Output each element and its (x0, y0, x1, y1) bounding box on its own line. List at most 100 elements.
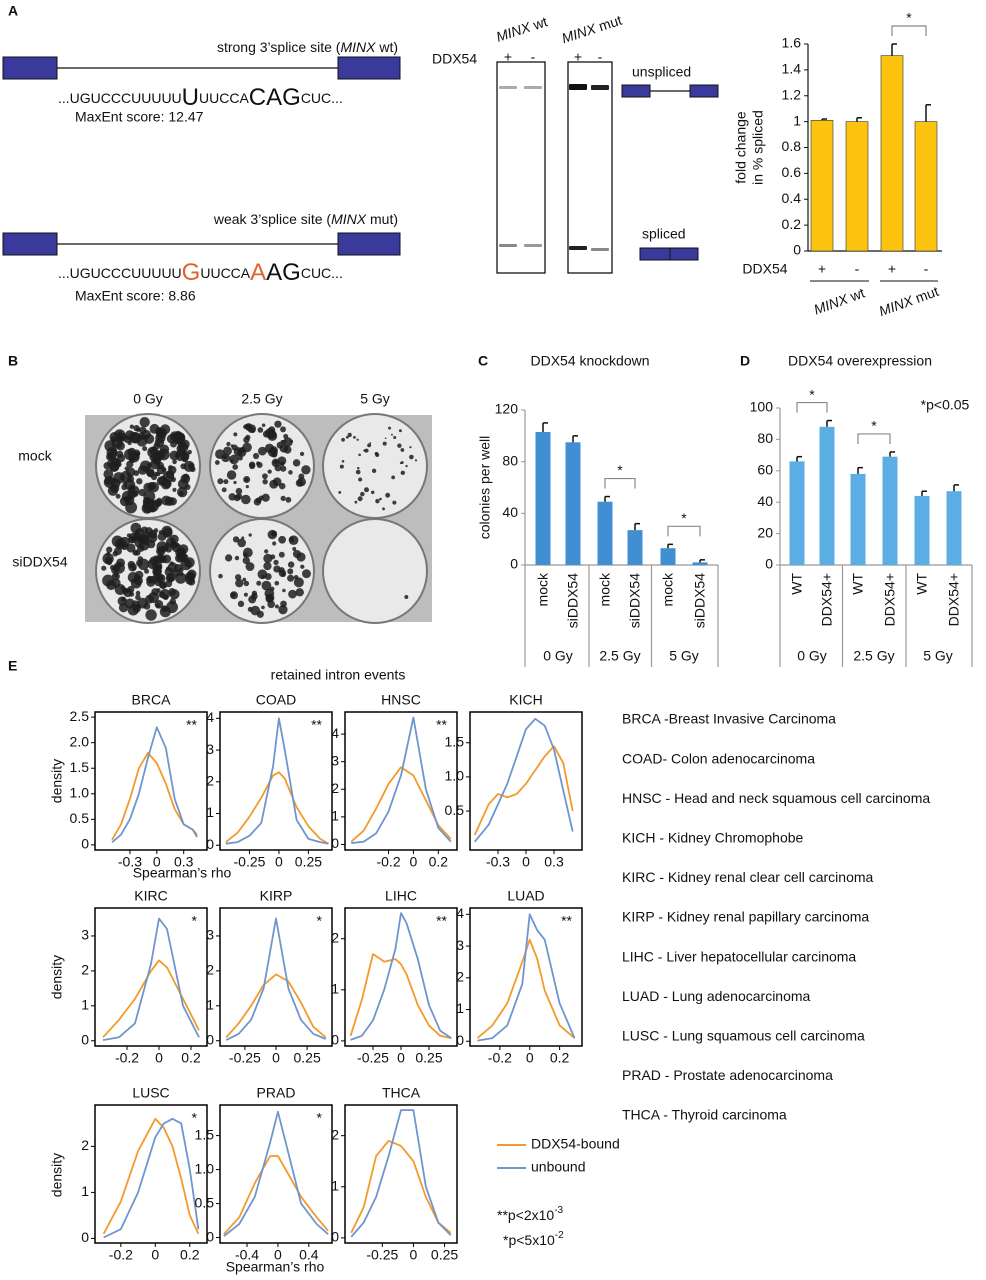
abbreviation: LUAD - Lung adenocarcinoma (622, 988, 811, 1004)
plot-title: LUAD (507, 888, 544, 904)
y-tick-label: 1.2 (782, 86, 802, 102)
density-curve (225, 973, 327, 1038)
colony (135, 594, 141, 601)
colony (301, 465, 311, 475)
colony (405, 464, 408, 468)
bar (692, 562, 708, 565)
colony (180, 440, 186, 446)
y-tick-label: 4 (456, 905, 464, 921)
colony (370, 490, 375, 495)
colony (283, 433, 289, 439)
colony (106, 546, 113, 553)
colony (135, 451, 141, 456)
significance-label: * (906, 10, 912, 26)
density-curve (102, 917, 200, 1041)
panel-label: C (478, 353, 488, 369)
abbreviation: BRCA -Breast Invasive Carcinoma (622, 711, 836, 727)
splice-site-title-part: strong 3’splice site ( (217, 39, 341, 55)
plot-frame (94, 711, 208, 851)
bar (880, 55, 904, 252)
colony (364, 487, 369, 493)
colony (264, 443, 275, 454)
colony (390, 433, 393, 436)
colony (252, 452, 260, 460)
x-tick-label: 0.2 (181, 1050, 201, 1066)
y-axis-label: in % spliced (750, 110, 766, 185)
colony (354, 500, 358, 504)
y-tick-label: 2 (331, 780, 339, 796)
colony (281, 572, 286, 578)
x-tick-label: 0 (155, 1050, 163, 1066)
exon (639, 247, 671, 261)
x-tick-label: 0 (272, 1050, 280, 1066)
x-tick-label: 0.2 (180, 1247, 200, 1263)
x-tick-label: 0 (410, 854, 418, 870)
x-tick-label: 0 (151, 1247, 159, 1263)
significance: ** (436, 717, 447, 733)
y-tick-label: 2 (206, 962, 214, 978)
colony (287, 568, 294, 575)
x-tick-label: -0.3 (486, 854, 510, 870)
colony (156, 574, 164, 582)
colony (143, 602, 151, 610)
colony (256, 461, 261, 466)
lane-label-part: mut (593, 12, 624, 36)
colony (414, 459, 418, 462)
lane-sign: + (574, 49, 582, 65)
x-tick-label: 0.3 (544, 854, 564, 870)
gel-band (524, 86, 542, 89)
y-tick-label: 4 (331, 725, 339, 741)
y-tick-label: 1.5 (445, 733, 465, 749)
y-tick-label: 1 (793, 112, 801, 128)
colony (385, 492, 391, 498)
x-tick-label: DDX54+ (819, 573, 835, 626)
abbreviation: KICH - Kidney Chromophobe (622, 830, 804, 846)
bar (882, 456, 898, 565)
density-curve (350, 1109, 452, 1238)
colony (400, 461, 404, 464)
exon (2, 232, 58, 256)
y-tick-label: 0 (206, 1228, 214, 1244)
colony (151, 446, 157, 451)
colony (235, 578, 244, 588)
colony (226, 441, 231, 447)
colony (339, 464, 344, 469)
colony (119, 536, 131, 548)
colony (241, 494, 251, 505)
y-tick-label: 3 (331, 752, 339, 768)
density-curve (111, 726, 198, 843)
significance-label: * (871, 418, 877, 434)
significance: * (317, 913, 323, 929)
colony (245, 434, 251, 440)
sequence: ...UGUCCCUUUUUUUUCCACAGCUC... (58, 84, 343, 111)
colony (391, 475, 396, 480)
footnote-part: **p<2x10 (497, 1207, 554, 1223)
colony (136, 559, 143, 567)
colony (172, 459, 177, 465)
y-tick-label: 2 (206, 772, 214, 788)
colony (245, 485, 249, 489)
colony (155, 555, 164, 564)
colony (267, 600, 276, 609)
x-tick-label: 0.4 (299, 1247, 319, 1263)
colony (242, 552, 248, 558)
colony (248, 533, 252, 537)
density-curve (350, 912, 452, 1041)
bar (565, 442, 581, 565)
colony (162, 479, 172, 489)
y-axis-label: fold change (733, 111, 749, 184)
x-tick-label: 0.25 (293, 1050, 320, 1066)
gel (496, 61, 546, 274)
colony (345, 435, 349, 439)
significance-label: * (681, 510, 687, 526)
colony (233, 432, 238, 437)
abbreviation: THCA - Thyroid carcinoma (622, 1107, 787, 1123)
exon (689, 84, 719, 98)
y-tick-label: 0.4 (782, 190, 802, 206)
y-tick-label: 3 (206, 927, 214, 943)
y-tick-label: 2 (456, 968, 464, 984)
y-tick-label: 0 (793, 242, 801, 258)
y-tick-label: 40 (757, 493, 773, 509)
colony (109, 432, 120, 443)
colony (156, 588, 161, 593)
